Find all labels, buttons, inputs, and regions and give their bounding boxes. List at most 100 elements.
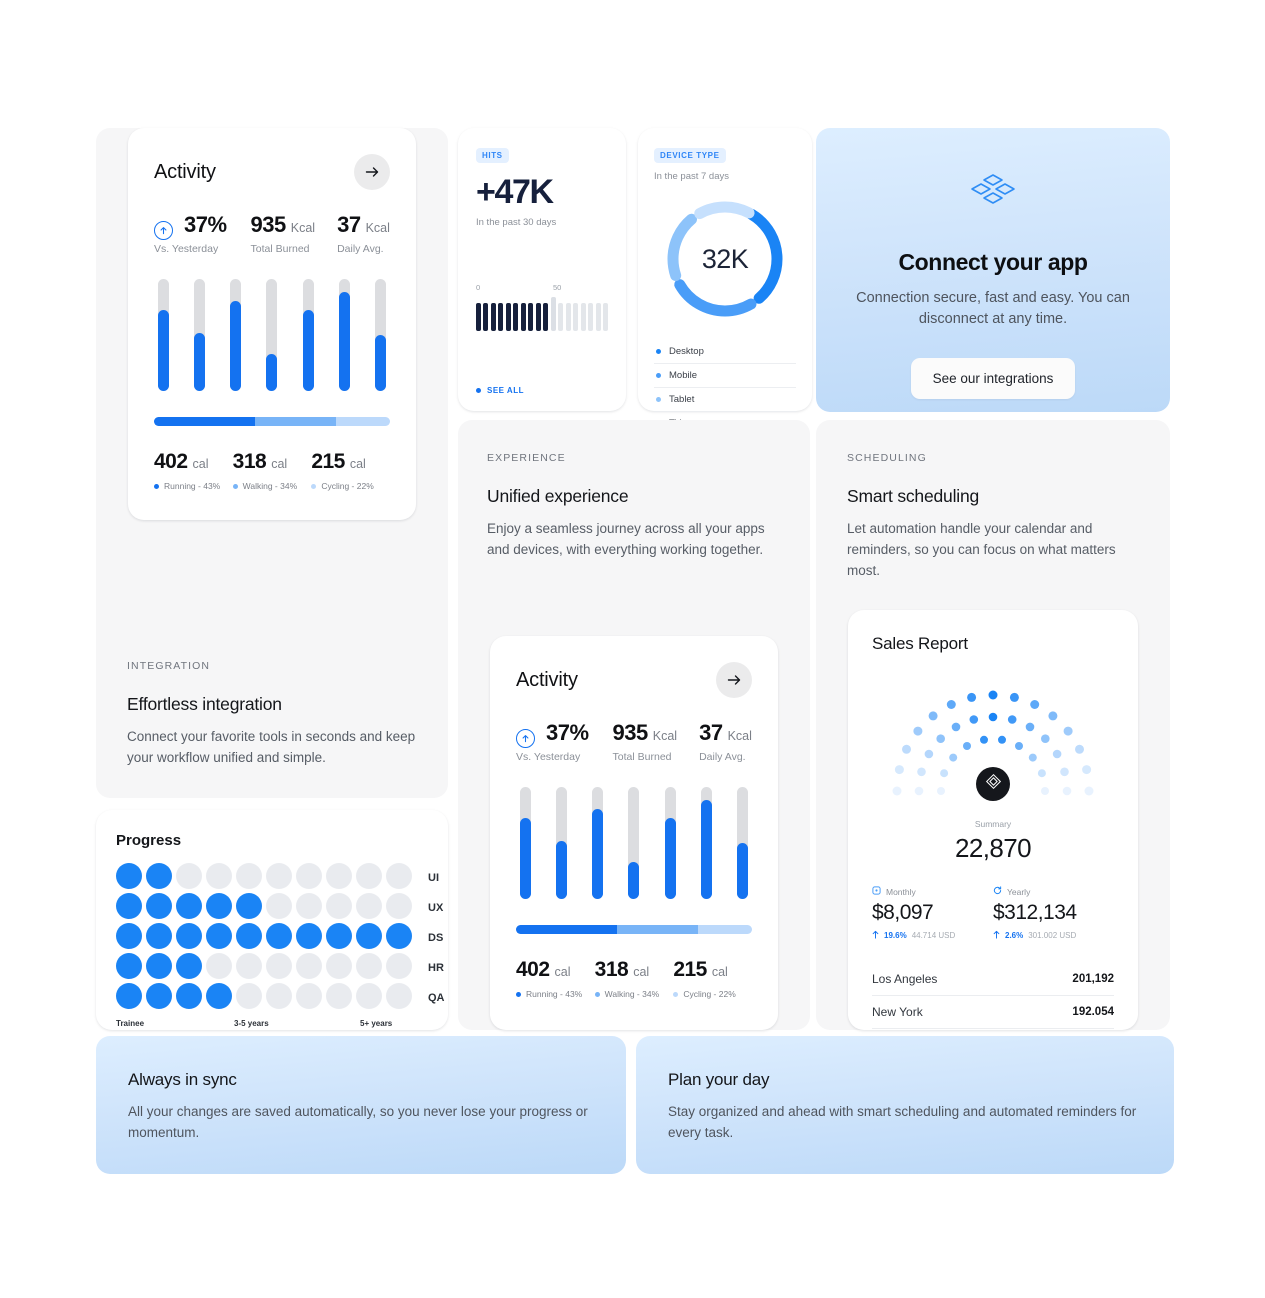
progress-dot — [176, 923, 202, 949]
arc-dot — [1063, 726, 1073, 736]
stat-total-burned: 935 Kcal Total Burned — [249, 212, 338, 255]
total-value: 318 — [232, 450, 267, 473]
arc-dot — [1028, 753, 1037, 762]
arc-dot — [894, 765, 904, 775]
arrow-up-icon — [993, 930, 1000, 941]
axis-min: 0 — [476, 283, 481, 292]
experience-title: Unified experience — [487, 486, 629, 506]
arc-dot — [937, 787, 945, 795]
stat-unit: Kcal — [365, 221, 390, 235]
progress-row — [116, 983, 412, 1009]
see-all-link[interactable]: SEE ALL — [476, 386, 608, 395]
gauge-tick — [595, 303, 601, 331]
activity-arrow-button[interactable] — [716, 662, 752, 698]
arc-dot — [914, 786, 924, 796]
integration-description: Connect your favorite tools in seconds a… — [127, 729, 416, 765]
see-all-label: SEE ALL — [487, 386, 524, 395]
legend-dot-icon — [154, 483, 159, 489]
progress-dot — [326, 923, 352, 949]
progress-row — [116, 923, 412, 949]
arc-dot — [969, 715, 979, 724]
kpi-value: $8,097 — [872, 901, 934, 924]
blocks-icon — [968, 172, 1018, 221]
banner-description: All your changes are saved automatically… — [128, 1104, 588, 1140]
gauge-tick — [535, 303, 541, 331]
connect-app-card: Connect your app Connection secure, fast… — [816, 128, 1170, 412]
activity-card: Activity 37% Vs. — [128, 128, 416, 520]
legend-label: Walking - 34% — [604, 989, 660, 999]
activity-bar-fill — [736, 843, 748, 899]
progress-dot — [236, 863, 262, 889]
total-unit: cal — [633, 965, 650, 979]
arc-dot — [917, 767, 926, 777]
activity-header: Activity — [154, 154, 390, 190]
hits-value: +47K — [476, 173, 554, 211]
progress-dot — [296, 923, 322, 949]
gauge-tick — [565, 303, 571, 331]
kpi-usd: 301.002 USD — [1028, 931, 1077, 940]
arc-dot — [967, 692, 977, 702]
activity-bar — [628, 787, 640, 899]
activity-bar — [700, 787, 712, 899]
arc-dot — [1037, 769, 1046, 778]
activity-bar — [194, 279, 206, 391]
stat-label: Vs. Yesterday — [154, 243, 219, 255]
progress-card: Progress UI UX DS HR QA Trainee 3-5 years 5+… — [96, 810, 448, 1030]
progress-dot — [236, 923, 262, 949]
banner-title: Always in sync — [128, 1070, 237, 1089]
progress-dot — [386, 983, 412, 1009]
kpi-delta: 2.6% — [1005, 931, 1024, 940]
total-unit: cal — [192, 457, 209, 471]
integration-text: INTEGRATION Effortless integration Conne… — [127, 660, 427, 769]
arc-dot — [998, 735, 1006, 744]
total-legend: Walking - 34% — [594, 989, 674, 999]
total-legend: Cycling - 22% — [673, 989, 752, 999]
see-integrations-button[interactable]: See our integrations — [910, 358, 1076, 400]
gauge-tick — [588, 303, 594, 331]
progress-dot — [266, 893, 292, 919]
sales-city-table: Los Angeles 201,192 New York 192.054 Canada1… — [872, 963, 1114, 1030]
kpi-value: $312,134 — [993, 901, 1077, 924]
segment — [255, 417, 336, 426]
arc-dot — [1075, 744, 1084, 754]
arc-dot — [980, 735, 988, 744]
experience-description: Enjoy a seamless journey across all your… — [487, 521, 765, 557]
summary-value: 22,870 — [955, 833, 1032, 863]
stat-value: 37% — [546, 720, 589, 745]
progress-dot — [146, 923, 172, 949]
arc-dot — [1030, 700, 1040, 709]
progress-dot — [356, 953, 382, 979]
activity-bar — [302, 279, 314, 391]
progress-dot — [236, 953, 262, 979]
activity-arrow-button[interactable] — [354, 154, 390, 190]
stat-vs-yesterday: 37% Vs. Yesterday — [154, 212, 249, 255]
device-type-card: DEVICE TYPE In the past 7 days 32K Deskt… — [638, 128, 812, 436]
progress-dot — [176, 863, 202, 889]
activity-segment-bar — [154, 417, 390, 426]
total-legend: Walking - 34% — [232, 481, 312, 491]
progress-dot — [206, 983, 232, 1009]
arc-dot — [936, 734, 945, 743]
progress-axis-mid: 3-5 years — [234, 1019, 269, 1028]
legend-label: Running - 43% — [526, 989, 583, 999]
total-value: 215 — [673, 958, 707, 981]
arc-dot — [913, 726, 923, 736]
stat-value: 37 — [337, 212, 361, 237]
progress-dot — [206, 953, 232, 979]
gauge-tick — [513, 303, 519, 331]
axis-mid: 50 — [553, 283, 562, 292]
progress-dot — [356, 893, 382, 919]
stat-daily-avg: 37 Kcal Daily Avg. — [337, 212, 412, 255]
banner-always-in-sync: Always in sync All your changes are save… — [96, 1036, 626, 1174]
legend-label: Walking - 34% — [242, 481, 298, 491]
stat-label: Daily Avg. — [699, 751, 746, 763]
progress-axis-start: Trainee — [116, 1019, 145, 1028]
activity-bar — [230, 279, 242, 391]
gauge-tick — [498, 303, 504, 331]
activity-bar — [736, 787, 748, 899]
arc-dot — [963, 742, 971, 750]
calendar-year-icon — [993, 886, 1002, 897]
gauge-tick — [528, 303, 534, 331]
legend-dot-icon — [673, 991, 679, 997]
hits-badge: HITS — [476, 148, 509, 163]
